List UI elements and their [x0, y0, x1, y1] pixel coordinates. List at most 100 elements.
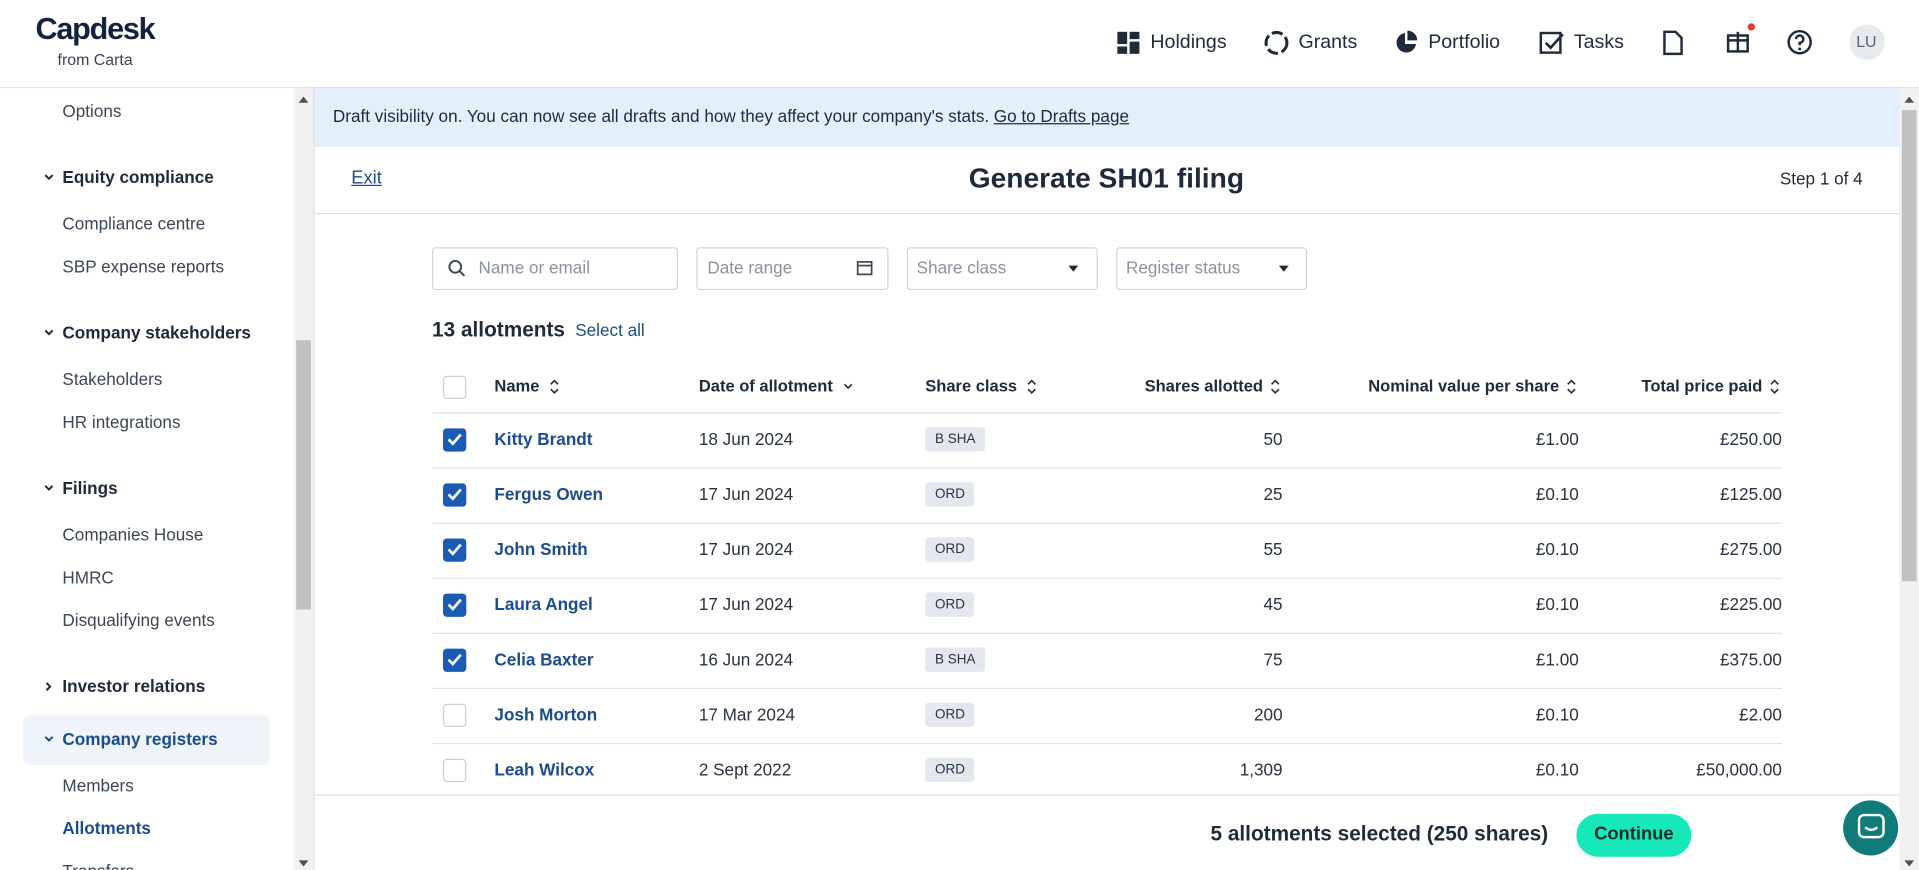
- nav-link[interactable]: Grants: [1298, 32, 1358, 54]
- scroll-down[interactable]: [297, 859, 309, 869]
- row-checkbox[interactable]: [443, 703, 467, 727]
- column-header[interactable]: Total price paid: [1641, 376, 1763, 396]
- chevron: [44, 329, 54, 336]
- register-status-placeholder: Register status: [1125, 257, 1241, 278]
- table-cell: £375.00: [1719, 649, 1782, 669]
- sidebar-link[interactable]: Stakeholders: [62, 369, 163, 389]
- sort-icon: [1271, 379, 1280, 394]
- row-border: [432, 467, 1782, 469]
- chevron: [45, 682, 52, 691]
- table-cell: 17 Jun 2024: [698, 484, 794, 504]
- share-class-badge: ORD: [925, 482, 975, 507]
- table-cell: 75: [1263, 649, 1283, 669]
- check-icon: [447, 653, 462, 666]
- selection-summary: 5 allotments selected (250 shares): [1210, 822, 1549, 846]
- share-class-badge: B SHA: [925, 427, 986, 452]
- avatar-button[interactable]: [1849, 24, 1885, 60]
- column-header[interactable]: Nominal value per share: [1368, 376, 1560, 396]
- search-placeholder: Name or email: [478, 257, 590, 278]
- table-cell: 45: [1263, 594, 1283, 614]
- table-cell: 18 Jun 2024: [698, 429, 794, 449]
- table-cell: £1.00: [1535, 649, 1579, 669]
- row-checkbox[interactable]: [443, 758, 467, 783]
- share-class-select[interactable]: [906, 247, 1098, 291]
- nav-link[interactable]: Portfolio: [1428, 32, 1501, 54]
- check-icon: [447, 433, 462, 446]
- sidebar-section[interactable]: Filings: [62, 478, 118, 498]
- main-scroll-up[interactable]: [1903, 95, 1915, 105]
- sidebar-link[interactable]: Options: [62, 101, 122, 121]
- register-status-select[interactable]: [1116, 247, 1308, 291]
- sort-icon: [550, 379, 559, 394]
- sidebar-link[interactable]: HMRC: [62, 567, 114, 587]
- sidebar-link[interactable]: HR integrations: [62, 411, 181, 432]
- table-cell: £0.10: [1535, 759, 1579, 780]
- logo-sub: from Carta: [57, 50, 133, 69]
- row-checkbox[interactable]: [443, 375, 467, 399]
- table-cell: 17 Jun 2024: [698, 539, 794, 559]
- sidebar-section[interactable]: Company stakeholders: [62, 322, 251, 343]
- sidebar-link[interactable]: Compliance centre: [62, 213, 206, 234]
- stakeholder-link[interactable]: Laura Angel: [494, 594, 593, 614]
- banner-link[interactable]: Go to Drafts page: [993, 105, 1130, 126]
- sidebar-section[interactable]: Investor relations: [62, 676, 206, 696]
- search-input[interactable]: [432, 247, 679, 291]
- stakeholder-link[interactable]: Celia Baxter: [494, 649, 594, 669]
- continue-button[interactable]: [1576, 813, 1692, 857]
- sidebar-section[interactable]: Equity compliance: [62, 167, 214, 187]
- sidebar-link[interactable]: Disqualifying events: [62, 610, 215, 630]
- logo[interactable]: Capdesk: [35, 12, 155, 47]
- portfolio-icon: [1396, 30, 1418, 53]
- scroll-up[interactable]: [297, 95, 309, 105]
- main-scroll-down[interactable]: [1903, 859, 1915, 869]
- gifts-button[interactable]: [1726, 23, 1756, 53]
- column-header[interactable]: Share class: [925, 376, 1018, 396]
- check-icon: [447, 598, 462, 611]
- sort-icon: [843, 383, 853, 390]
- table-header-border: [432, 412, 1782, 414]
- main-scroll-thumb[interactable]: [1901, 110, 1917, 582]
- chevron: [44, 174, 54, 181]
- stakeholder-link[interactable]: Kitty Brandt: [494, 429, 593, 449]
- sidebar-link[interactable]: Members: [62, 775, 134, 796]
- documents-button[interactable]: [1663, 30, 1683, 56]
- row-border: [432, 577, 1782, 579]
- nav-link[interactable]: Holdings: [1150, 32, 1227, 54]
- date-range-input[interactable]: [696, 247, 889, 291]
- table-cell: 200: [1254, 704, 1283, 725]
- table-cell: £0.10: [1535, 539, 1579, 559]
- stakeholder-link[interactable]: John Smith: [494, 539, 588, 559]
- row-border: [432, 632, 1782, 634]
- dropdown-caret: [1068, 265, 1079, 272]
- sidebar-link[interactable]: Companies House: [62, 524, 204, 545]
- nav-link[interactable]: Tasks: [1573, 32, 1624, 54]
- table-cell: £250.00: [1719, 429, 1782, 449]
- stakeholder-link[interactable]: Fergus Owen: [494, 484, 603, 504]
- stakeholder-link[interactable]: Josh Morton: [494, 704, 598, 725]
- exit-link[interactable]: Exit: [351, 167, 382, 189]
- sort-icon: [1770, 379, 1779, 394]
- chat-button[interactable]: [1843, 800, 1899, 856]
- select-all-link[interactable]: Select all: [575, 320, 645, 340]
- share-class-badge: ORD: [925, 757, 975, 783]
- column-header[interactable]: Name: [494, 376, 540, 396]
- row-border: [432, 522, 1782, 524]
- sidebar-link[interactable]: Allotments: [62, 818, 151, 838]
- column-header[interactable]: Date of allotment: [698, 376, 833, 396]
- sidebar-section[interactable]: Company registers: [62, 728, 218, 749]
- stakeholder-link[interactable]: Leah Wilcox: [494, 759, 595, 780]
- sidebar-scroll-thumb[interactable]: [296, 340, 311, 610]
- table-cell: 2 Sept 2022: [698, 759, 792, 780]
- continue-label: Continue: [1594, 823, 1674, 845]
- sidebar-active-section: [23, 714, 270, 765]
- avatar-initials: LU: [1856, 32, 1877, 51]
- help-button[interactable]: [1787, 29, 1813, 55]
- sidebar-link[interactable]: SBP expense reports: [62, 256, 225, 277]
- column-header[interactable]: Shares allotted: [1144, 376, 1264, 396]
- sidebar-link[interactable]: Transfers: [62, 861, 134, 870]
- table-cell: 50: [1263, 429, 1283, 449]
- table-cell: £225.00: [1719, 594, 1782, 614]
- search-icon: [448, 259, 466, 277]
